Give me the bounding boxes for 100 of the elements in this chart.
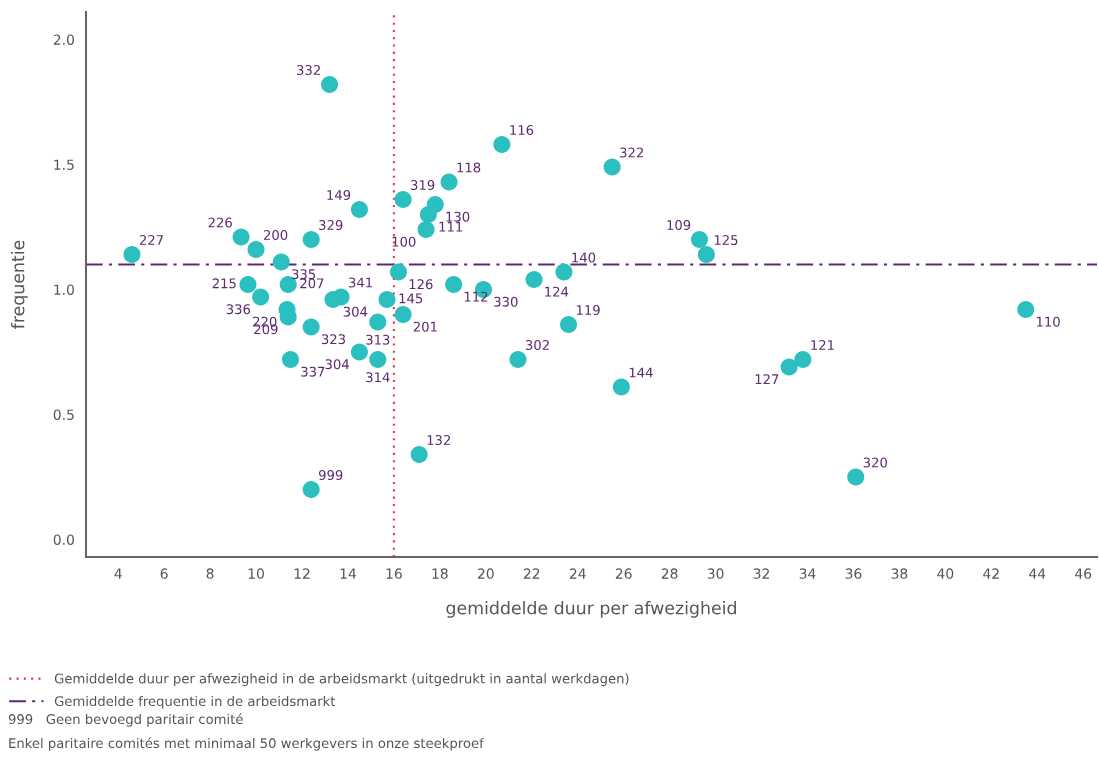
x-tick-label: 42 [983, 568, 999, 579]
point [419, 205, 437, 224]
annotation: 304 [325, 359, 349, 370]
point [324, 290, 342, 309]
x-tick-label: 24 [569, 568, 586, 579]
annotation: 100 [392, 236, 416, 247]
point [394, 190, 412, 209]
annotation: 227 [139, 235, 163, 245]
point [780, 358, 798, 376]
y-tick-label: 1.5 [54, 159, 74, 170]
annotation: 319 [411, 180, 435, 190]
point [440, 173, 458, 191]
annotation: 314 [366, 372, 390, 383]
annotation: 330 [494, 296, 518, 307]
point [378, 290, 396, 309]
point [302, 318, 320, 336]
x-tick-label: 8 [206, 568, 214, 579]
annotation: 124 [545, 286, 569, 297]
point [350, 343, 368, 361]
x-tick-label: 16 [386, 568, 402, 579]
point [389, 263, 407, 281]
point [239, 275, 257, 294]
annotation: 130 [446, 211, 470, 222]
point [247, 240, 265, 259]
y-tick-label: 1.0 [54, 284, 74, 295]
point [252, 288, 270, 306]
x-tick-label: 34 [799, 568, 816, 579]
y-tick-label: 2.0 [53, 34, 74, 45]
point [1017, 300, 1035, 319]
annotation: 999 [318, 470, 343, 480]
point [232, 228, 250, 246]
annotation: 145 [399, 293, 423, 304]
annotation: 132 [427, 435, 450, 445]
annotation: 118 [457, 162, 481, 173]
annotation: 149 [327, 190, 351, 200]
point [509, 350, 527, 369]
x-tick-label: 14 [340, 568, 356, 579]
y-tick-label: 0.5 [53, 409, 74, 420]
point [560, 315, 578, 334]
annotation: 323 [321, 334, 346, 345]
y-axis-title: frequentie [11, 240, 28, 329]
x-tick-label: 22 [523, 568, 540, 579]
x-tick-label: 40 [937, 568, 954, 579]
point [690, 230, 708, 249]
annotation: 200 [263, 230, 288, 240]
point [272, 253, 290, 271]
point [302, 230, 320, 249]
annotation: 226 [208, 217, 232, 228]
annotation: 144 [629, 367, 653, 378]
x-tick-label: 46 [1075, 568, 1092, 579]
annotation: 121 [811, 340, 834, 350]
annotation: 322 [620, 147, 643, 158]
annotation: 116 [510, 125, 534, 135]
annotation: 126 [409, 279, 433, 290]
annotation: 110 [1036, 316, 1060, 327]
annotation: 336 [226, 304, 251, 315]
point [369, 313, 387, 331]
annotation: 112 [464, 291, 488, 302]
y-tick-label: 0.0 [53, 534, 74, 545]
point [302, 480, 320, 499]
text: 999 Geen bevoegd paritair comité [8, 713, 243, 727]
x-tick-label: 12 [294, 568, 310, 579]
annotation: 329 [319, 220, 343, 230]
x-tick-label: 32 [753, 568, 769, 579]
point [847, 468, 865, 486]
x-tick-label: 36 [845, 568, 862, 579]
point [281, 350, 299, 369]
annotation: 140 [572, 252, 596, 263]
x-tick-label: 18 [432, 568, 448, 579]
point [697, 245, 715, 264]
x-tick-label: 30 [707, 568, 724, 579]
x-tick-label: 44 [1029, 568, 1046, 579]
x-tick-label: 28 [661, 568, 678, 579]
x-tick-label: 38 [891, 568, 908, 579]
annotation: 215 [212, 278, 236, 289]
legend-label: Gemiddelde duur per afwezigheid in de arbeidsmarkt (uitgedrukt in aantal werkdagen) [54, 673, 629, 687]
point [493, 135, 511, 154]
legend-label: Gemiddelde frequentie in de arbeidsmarkt [54, 695, 336, 709]
point [410, 445, 428, 464]
annotation: 125 [714, 235, 738, 245]
point [555, 263, 573, 281]
annotation: 337 [301, 366, 325, 377]
x-axis-title: gemiddelde duur per afwezigheid [446, 601, 736, 618]
x-tick-label: 26 [615, 568, 632, 579]
point [612, 378, 630, 396]
annotation: 332 [297, 65, 320, 75]
annotation: 127 [755, 374, 779, 384]
point [445, 275, 463, 294]
x-tick-label: 10 [248, 568, 264, 579]
annotation: 201 [413, 321, 437, 332]
annotation: 304 [343, 306, 368, 317]
point [525, 270, 543, 289]
text: Enkel paritaire comités met minimaal 50 werkgevers in onze steekproef [9, 737, 485, 751]
point [417, 220, 435, 239]
annotation: 111 [439, 221, 463, 232]
point [794, 350, 812, 369]
point [123, 245, 141, 264]
x-tick-label: 20 [477, 568, 494, 579]
annotation: 335 [292, 269, 316, 280]
point [603, 158, 621, 176]
